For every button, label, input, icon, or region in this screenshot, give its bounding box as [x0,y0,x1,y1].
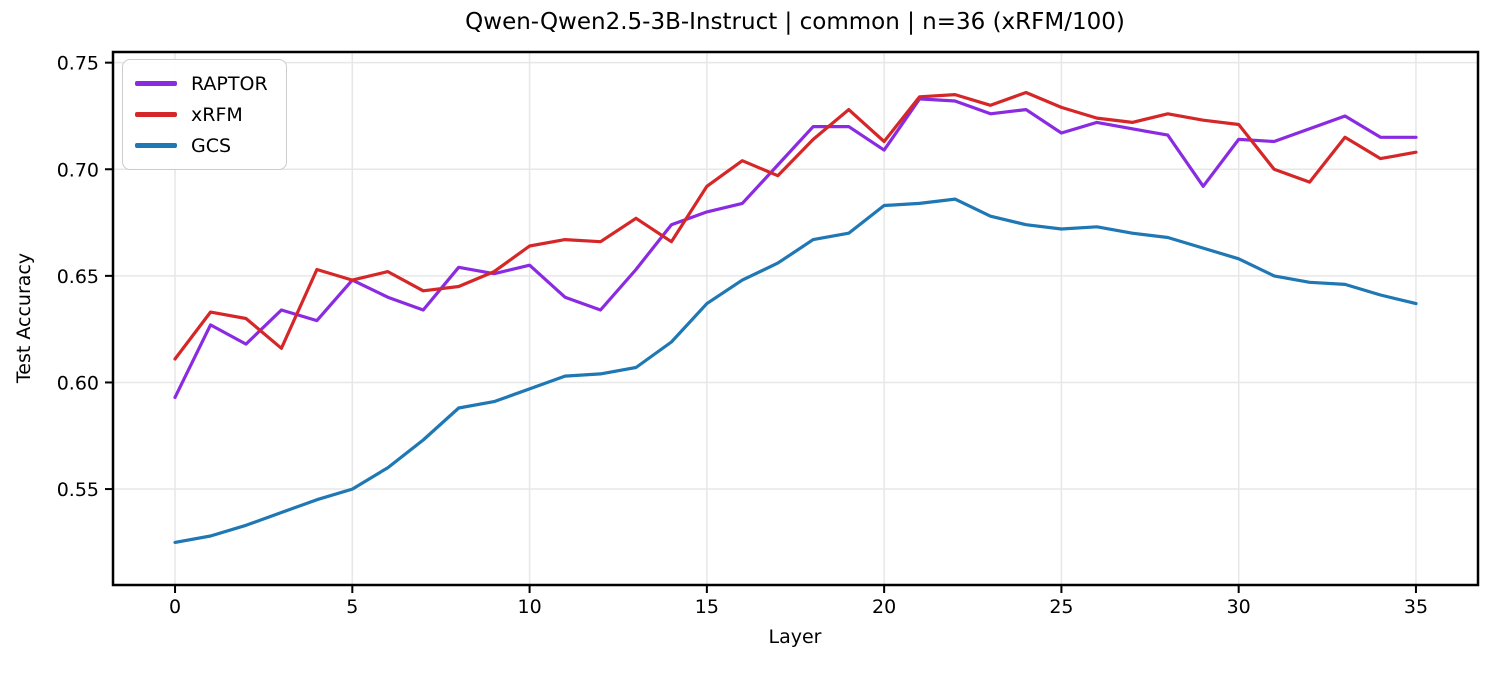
legend-swatch-raptor [135,81,177,86]
x-tick-label: 20 [872,596,896,618]
legend-label-gcs: GCS [191,134,232,157]
chart-title: Qwen-Qwen2.5-3B-Instruct | common | n=36… [465,9,1125,35]
series-line-gcs [173,197,1418,545]
legend-item-xrfm: xRFM [135,99,268,130]
legend-label-raptor: RAPTOR [191,72,268,95]
y-tick-label: 0.55 [57,479,99,501]
legend-swatch-gcs [135,143,177,148]
legend-item-gcs: GCS [135,130,268,161]
legend: RAPTOR xRFM GCS [122,59,287,170]
x-tick-label: 35 [1404,596,1428,618]
series-line-raptor [173,97,1418,399]
y-tick-label: 0.75 [57,53,99,75]
legend-swatch-xrfm [135,112,177,117]
x-tick-label: 30 [1227,596,1251,618]
x-tick-label: 5 [346,596,358,618]
x-tick-label: 15 [695,596,719,618]
y-tick-label: 0.60 [57,372,99,394]
x-tick-label: 0 [169,596,181,618]
x-tick-label: 10 [517,596,541,618]
y-tick-label: 0.70 [57,159,99,181]
axes-frame [111,50,1480,587]
x-axis-label: Layer [768,626,822,648]
x-tick-label: 25 [1049,596,1073,618]
legend-item-raptor: RAPTOR [135,68,268,99]
y-axis-label: Test Accuracy [13,252,35,384]
y-tick-label: 0.65 [57,266,99,288]
series-line-xrfm [173,90,1418,361]
legend-label-xrfm: xRFM [191,103,243,126]
